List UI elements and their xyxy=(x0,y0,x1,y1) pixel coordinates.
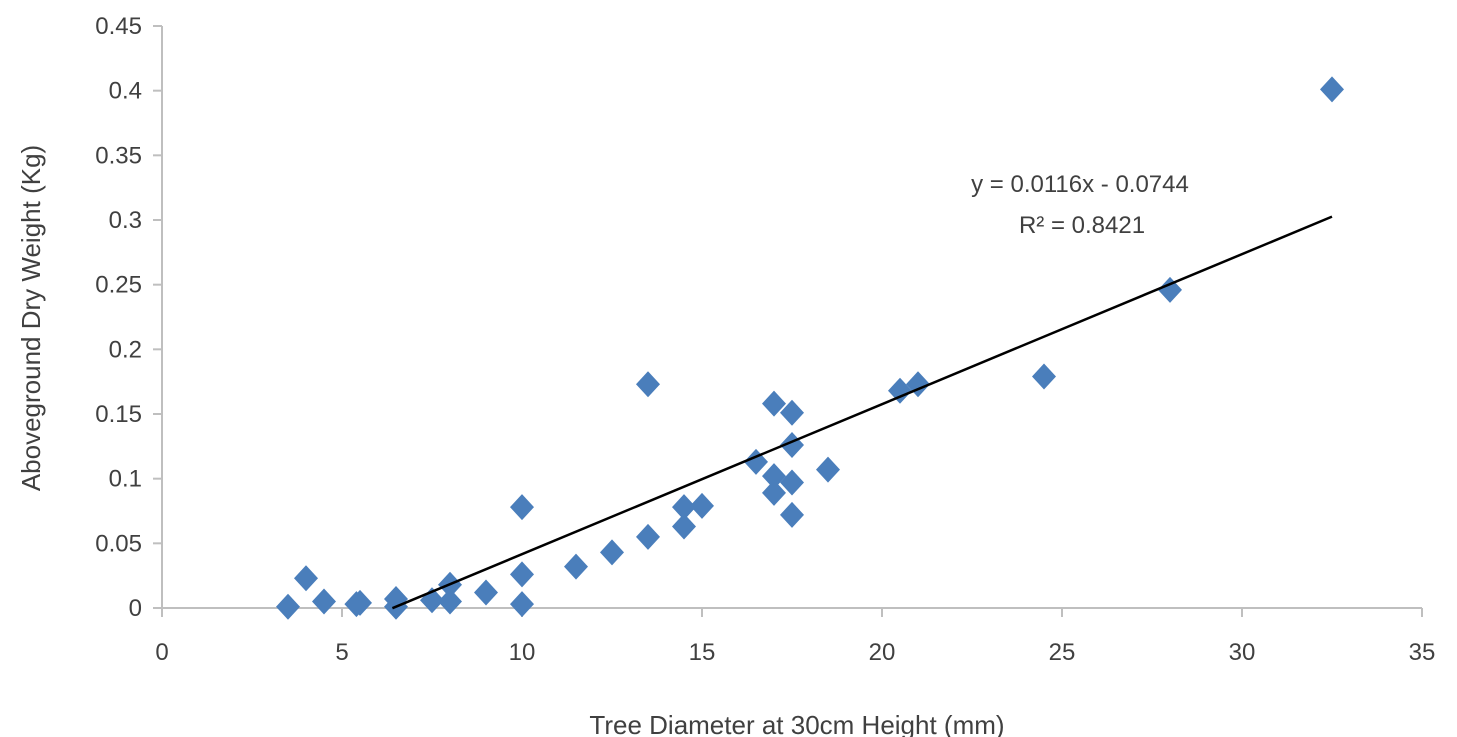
x-tick-label: 20 xyxy=(869,639,896,666)
data-point-marker xyxy=(564,553,588,580)
data-point-marker xyxy=(780,501,804,528)
data-point-marker xyxy=(780,399,804,426)
data-point-marker xyxy=(276,593,300,620)
trendline-equation: y = 0.0116x - 0.0744 xyxy=(971,171,1189,198)
data-point-marker xyxy=(636,523,660,550)
data-point-marker xyxy=(762,390,786,417)
data-point-marker xyxy=(672,494,696,521)
data-point-marker xyxy=(510,561,534,588)
y-axis-ticks: 0 0.05 0.1 0.15 0.2 0.25 0.3 0.35 0.4 0.45 xyxy=(95,13,162,622)
data-point-marker xyxy=(1320,76,1344,103)
data-point-marker xyxy=(1158,276,1182,303)
data-point-marker xyxy=(780,469,804,496)
data-point-marker xyxy=(888,377,912,404)
y-tick-label: 0.05 xyxy=(95,530,142,557)
x-tick-label: 25 xyxy=(1049,639,1076,666)
x-tick-label: 35 xyxy=(1409,639,1436,666)
data-point-marker xyxy=(690,492,714,519)
y-tick-label: 0.4 xyxy=(109,78,142,105)
data-point-marker xyxy=(510,494,534,521)
data-point-marker xyxy=(762,479,786,506)
y-tick-label: 0.1 xyxy=(109,466,142,493)
x-tick-label: 30 xyxy=(1229,639,1256,666)
y-tick-label: 0.35 xyxy=(95,142,142,169)
y-tick-label: 0.45 xyxy=(95,13,142,40)
data-point-marker xyxy=(348,589,372,616)
x-tick-label: 5 xyxy=(335,639,348,666)
y-tick-label: 0.2 xyxy=(109,336,142,363)
data-point-marker xyxy=(600,539,624,566)
x-tick-label: 0 xyxy=(155,639,168,666)
data-point-marker xyxy=(816,456,840,483)
data-point-marker xyxy=(1032,363,1056,390)
plot-area: 0 0.05 0.1 0.15 0.2 0.25 0.3 0.35 0.4 0.45 0 5 10 15… xyxy=(95,13,1435,666)
y-tick-label: 0.3 xyxy=(109,207,142,234)
data-point-marker xyxy=(762,463,786,490)
data-points xyxy=(276,76,1344,620)
data-point-marker xyxy=(510,591,534,618)
data-point-marker xyxy=(294,565,318,592)
data-point-marker xyxy=(474,579,498,606)
data-point-marker xyxy=(438,588,462,615)
x-tick-label: 15 xyxy=(689,639,716,666)
data-point-marker xyxy=(636,371,660,398)
trendline xyxy=(391,215,1333,610)
y-tick-label: 0 xyxy=(129,595,142,622)
y-axis-title: Aboveground Dry Weight (Kg) xyxy=(16,145,46,491)
r-squared-label: R² = 0.8421 xyxy=(1019,212,1145,239)
x-tick-label: 10 xyxy=(509,639,536,666)
data-point-marker xyxy=(312,588,336,615)
y-tick-label: 0.15 xyxy=(95,401,142,428)
data-point-marker xyxy=(672,513,696,540)
x-axis-title: Tree Diameter at 30cm Height (mm) xyxy=(589,710,1004,737)
x-axis-ticks: 0 5 10 15 20 25 30 35 xyxy=(155,608,1435,666)
y-tick-label: 0.25 xyxy=(95,272,142,299)
